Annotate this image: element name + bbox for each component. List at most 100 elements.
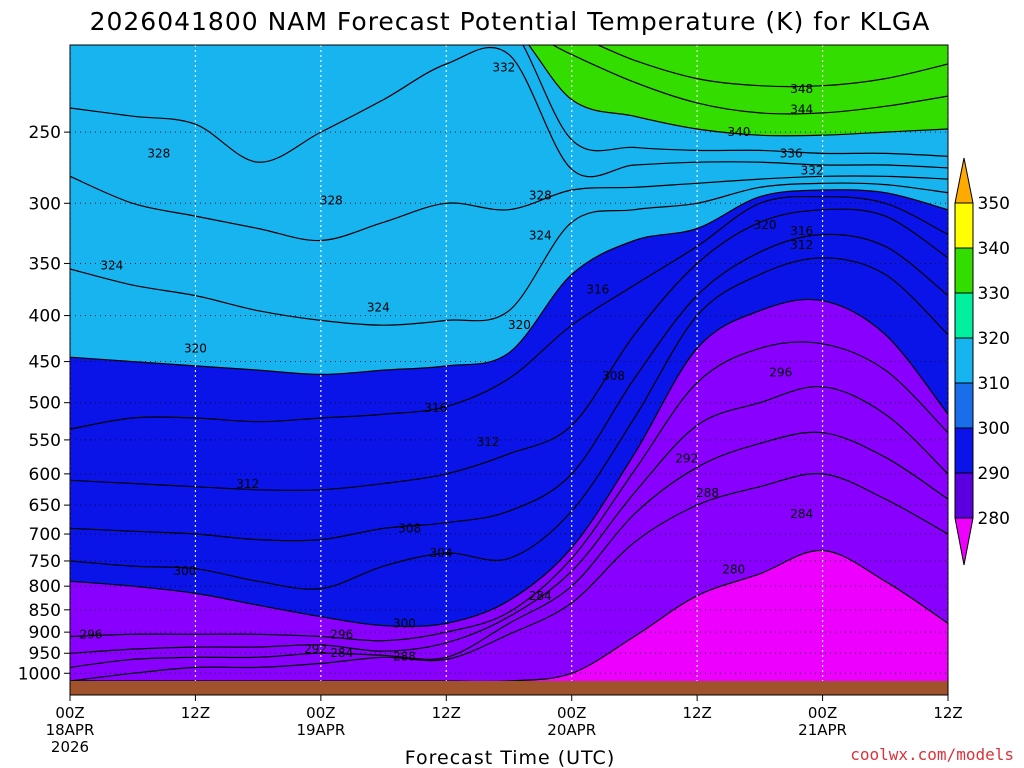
colorbar-label-300: 300 — [978, 419, 1010, 439]
colorbar-bottom-triangle — [954, 517, 974, 566]
isotherm-312 — [70, 208, 948, 491]
contour-label-328: 328 — [147, 146, 170, 160]
contour-label-312: 312 — [477, 435, 500, 449]
colorbar-label-290: 290 — [978, 464, 1010, 484]
y-tick-label-250: 250 — [29, 123, 61, 143]
isotherm-340 — [527, 45, 948, 137]
colorbar-label-350: 350 — [978, 194, 1010, 214]
x-tick-date-48: 20APR — [547, 721, 596, 739]
y-tick-label-550: 550 — [29, 431, 61, 451]
contour-label-296: 296 — [330, 627, 353, 641]
contour-label-320: 320 — [184, 341, 207, 355]
contour-label-308: 308 — [602, 369, 625, 383]
contour-label-324: 324 — [529, 229, 552, 243]
chart-title: 2026041800 NAM Forecast Potential Temper… — [90, 7, 931, 36]
contour-label-308: 308 — [398, 521, 421, 535]
contour-label-328: 328 — [529, 188, 552, 202]
contour-label-336: 336 — [780, 146, 803, 160]
colorbar-label-320: 320 — [978, 329, 1010, 349]
isotherm-288 — [70, 431, 948, 668]
y-tick-label-350: 350 — [29, 254, 61, 274]
contour-label-328: 328 — [320, 194, 343, 208]
colorbar-label-310: 310 — [978, 374, 1010, 394]
isotherm-304 — [70, 257, 948, 590]
contour-label-324: 324 — [367, 301, 390, 315]
isotherm-344 — [551, 45, 948, 115]
contour-label-320: 320 — [754, 218, 777, 232]
contour-label-284: 284 — [330, 646, 353, 660]
y-tick-label-850: 850 — [29, 601, 61, 621]
contour-label-316: 316 — [586, 282, 609, 296]
isotherm-296 — [70, 341, 948, 642]
contour-label-284: 284 — [529, 589, 552, 603]
contour-label-316: 316 — [790, 224, 813, 238]
colorbar-segment-0 — [954, 202, 974, 249]
y-tick-label-300: 300 — [29, 194, 61, 214]
contour-label-280: 280 — [722, 563, 745, 577]
y-tick-label-600: 600 — [29, 465, 61, 485]
isotherm-280 — [70, 549, 948, 681]
colorbar-top-triangle — [954, 157, 974, 204]
isotherm-324 — [70, 182, 948, 326]
contour-label-324: 324 — [100, 259, 123, 273]
colorbar-segment-4 — [954, 382, 974, 429]
isotherm-300 — [70, 298, 948, 628]
colorbar: 350 340 330 320 310 300 290 280 — [954, 157, 1010, 566]
contour-label-312: 312 — [236, 477, 259, 491]
y-tick-label-450: 450 — [29, 353, 61, 373]
y-tick-label-750: 750 — [29, 552, 61, 572]
contour-label-332: 332 — [492, 61, 515, 75]
x-tick-year-0: 2026 — [51, 738, 89, 756]
x-tick-label-0: 00Z — [55, 704, 84, 722]
x-tick-label-36: 12Z — [432, 704, 461, 722]
y-tick-label-900: 900 — [29, 623, 61, 643]
isotherm-336 — [522, 45, 948, 157]
isotherm-328 — [70, 175, 948, 242]
x-tick-label-12: 12Z — [181, 704, 210, 722]
y-tick-label-650: 650 — [29, 496, 61, 516]
contour-label-340: 340 — [727, 125, 750, 139]
contour-label-296: 296 — [79, 627, 102, 641]
contour-label-344: 344 — [790, 103, 813, 117]
contour-label-304: 304 — [430, 546, 453, 560]
y-tick-label-700: 700 — [29, 525, 61, 545]
contour-label-312: 312 — [790, 238, 813, 252]
y-tick-label-1000: 1000 — [18, 664, 61, 684]
contour-label-348: 348 — [790, 82, 813, 96]
isotherm-292 — [70, 386, 948, 654]
band-above-340 — [528, 45, 948, 136]
x-tick-label-60: 12Z — [682, 704, 711, 722]
isotherm-contours — [70, 45, 948, 681]
isotherm-332 — [70, 47, 948, 178]
colorbar-segment-3 — [954, 337, 974, 384]
isotherm-284 — [70, 473, 948, 681]
ground-strip — [70, 681, 948, 695]
colorbar-segment-1 — [954, 247, 974, 294]
colorbar-segment-6 — [954, 472, 974, 519]
isotherm-316 — [70, 195, 948, 430]
contour-label-292: 292 — [675, 452, 698, 466]
x-tick-date-0: 18APR — [46, 721, 95, 739]
y-tick-label-950: 950 — [29, 644, 61, 664]
x-tick-label-84: 12Z — [933, 704, 962, 722]
colorbar-segment-2 — [954, 292, 974, 339]
x-tick-date-72: 21APR — [798, 721, 847, 739]
x-tick-label-48: 00Z — [557, 704, 586, 722]
contour-label-288: 288 — [393, 650, 416, 664]
isotherm-348 — [596, 45, 948, 88]
isotherm-308 — [70, 233, 948, 542]
contour-label-316: 316 — [424, 401, 447, 415]
colorbar-label-330: 330 — [978, 284, 1010, 304]
plot-frame — [69, 44, 949, 696]
colorbar-label-340: 340 — [978, 239, 1010, 259]
contour-label-300: 300 — [174, 564, 197, 578]
credit-link[interactable]: coolwx.com/models — [850, 745, 1014, 764]
x-tick-date-24: 19APR — [296, 721, 345, 739]
contour-label-332: 332 — [801, 164, 824, 178]
y-axis: 2503003504004505005506006507007508008509… — [18, 123, 70, 684]
contour-label-296: 296 — [769, 366, 792, 380]
